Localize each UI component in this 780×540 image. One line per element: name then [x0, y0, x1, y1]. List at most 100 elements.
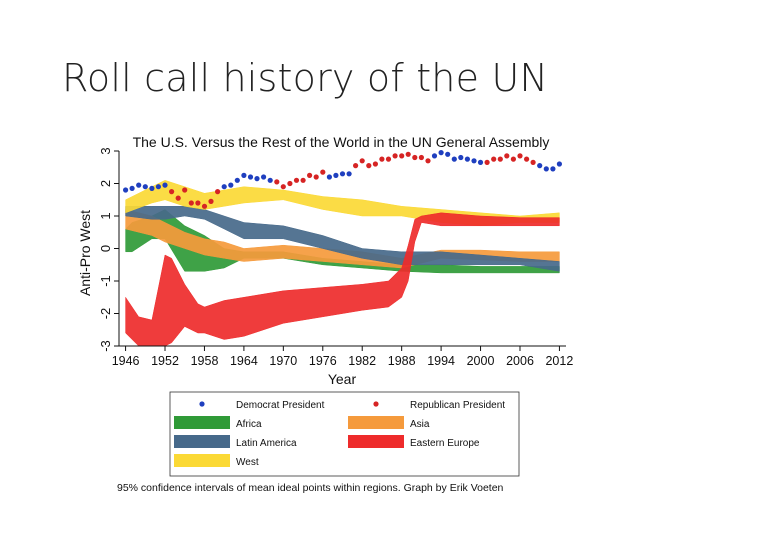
republican-point	[425, 158, 431, 164]
republican-point	[307, 172, 313, 178]
legend-label: Republican President	[410, 400, 505, 411]
democrat-point	[241, 172, 247, 178]
democrat-point	[228, 182, 234, 188]
republican-point	[399, 153, 405, 159]
democrat-point	[339, 171, 346, 177]
democrat-point	[326, 174, 332, 180]
x-tick-label: 1988	[388, 354, 416, 368]
democrat-point	[451, 156, 457, 162]
x-tick-label: 2000	[467, 354, 495, 368]
democrat-point	[431, 153, 438, 159]
democrat-point	[136, 182, 142, 188]
y-tick-label: -1	[98, 275, 113, 287]
republican-point	[293, 177, 300, 183]
x-axis-label: Year	[328, 371, 357, 387]
republican-point	[215, 189, 221, 195]
democrat-point	[247, 174, 254, 180]
republican-point	[195, 200, 201, 206]
republican-point	[353, 163, 359, 169]
democrat-point	[346, 171, 352, 177]
republican-point	[208, 198, 214, 204]
republican-point	[274, 179, 280, 185]
democrat-point	[261, 174, 267, 180]
democrat-point	[477, 159, 484, 165]
y-tick-label: 2	[98, 180, 113, 187]
republican-point	[405, 151, 411, 157]
plot-bands	[125, 180, 560, 347]
democrat-point	[471, 158, 477, 164]
democrat-point	[333, 172, 339, 178]
republican-point	[175, 195, 181, 201]
democrat-point	[438, 150, 444, 156]
republican-point	[517, 153, 523, 159]
y-tick-label: -3	[98, 340, 113, 352]
legend-label: West	[236, 457, 259, 468]
x-tick-label: 1958	[191, 354, 219, 368]
democrat-point	[556, 161, 562, 167]
democrat-point	[234, 177, 240, 183]
democrat-point	[123, 187, 129, 193]
republican-point	[524, 156, 530, 162]
democrat-point	[458, 154, 464, 161]
x-tick-label: 1952	[151, 354, 179, 368]
band-latin-america	[125, 206, 560, 272]
x-tick-label: 1976	[309, 354, 337, 368]
y-tick-label: 0	[98, 245, 113, 252]
legend: Democrat President Republican President Af…	[169, 391, 520, 477]
legend-swatch	[174, 416, 230, 429]
democrat-point	[155, 184, 161, 190]
democrat-point	[543, 166, 549, 172]
legend-label: Africa	[236, 419, 262, 430]
republican-point	[385, 156, 392, 162]
republican-point	[392, 153, 398, 159]
y-tick-label: -2	[98, 308, 113, 320]
x-tick-label: 1946	[112, 354, 140, 368]
republican-point	[491, 156, 497, 162]
republican-point	[497, 156, 503, 162]
republican-point	[320, 169, 326, 175]
republican-point	[366, 163, 372, 169]
legend-label: Latin America	[236, 438, 297, 449]
chart-caption: 95% confidence intervals of mean ideal p…	[117, 482, 504, 494]
legend-swatch	[348, 416, 404, 429]
democrat-point	[162, 182, 168, 188]
slide-title: Roll call history of the UN	[62, 56, 549, 100]
x-tick-label: 1994	[427, 354, 455, 368]
republican-point	[418, 154, 424, 161]
democrat-point	[537, 163, 543, 169]
legend-swatch	[348, 435, 404, 448]
democrat-point	[464, 156, 470, 162]
x-tick-label: 2012	[545, 354, 573, 368]
x-tick-label: 1970	[269, 354, 297, 368]
plot-points	[123, 150, 562, 209]
legend-swatch	[199, 401, 205, 407]
republican-point	[287, 180, 293, 187]
republican-point	[372, 161, 378, 167]
democrat-point	[149, 185, 155, 191]
legend-label: Eastern Europe	[410, 438, 480, 449]
democrat-point	[267, 177, 273, 183]
republican-point	[530, 159, 536, 165]
republican-point	[359, 158, 365, 164]
republican-point	[280, 184, 286, 190]
democrat-point	[221, 184, 227, 190]
x-tick-label: 1982	[348, 354, 376, 368]
republican-point	[412, 154, 418, 161]
y-tick-label: 3	[98, 147, 113, 154]
legend-swatch	[373, 401, 379, 407]
legend-label: Democrat President	[236, 400, 325, 411]
republican-point	[300, 177, 306, 183]
democrat-point	[550, 166, 556, 172]
democrat-point	[142, 184, 148, 190]
x-tick-label: 2006	[506, 354, 534, 368]
democrat-point	[254, 176, 260, 182]
republican-point	[504, 153, 510, 159]
chart: The U.S. Versus the Rest of the World in…	[77, 134, 573, 477]
republican-point	[169, 189, 175, 195]
republican-point	[510, 156, 516, 162]
republican-point	[313, 174, 319, 180]
republican-point	[201, 203, 208, 209]
band-eastern-europe	[125, 212, 560, 347]
x-tick-label: 1964	[230, 354, 258, 368]
republican-point	[379, 156, 385, 162]
